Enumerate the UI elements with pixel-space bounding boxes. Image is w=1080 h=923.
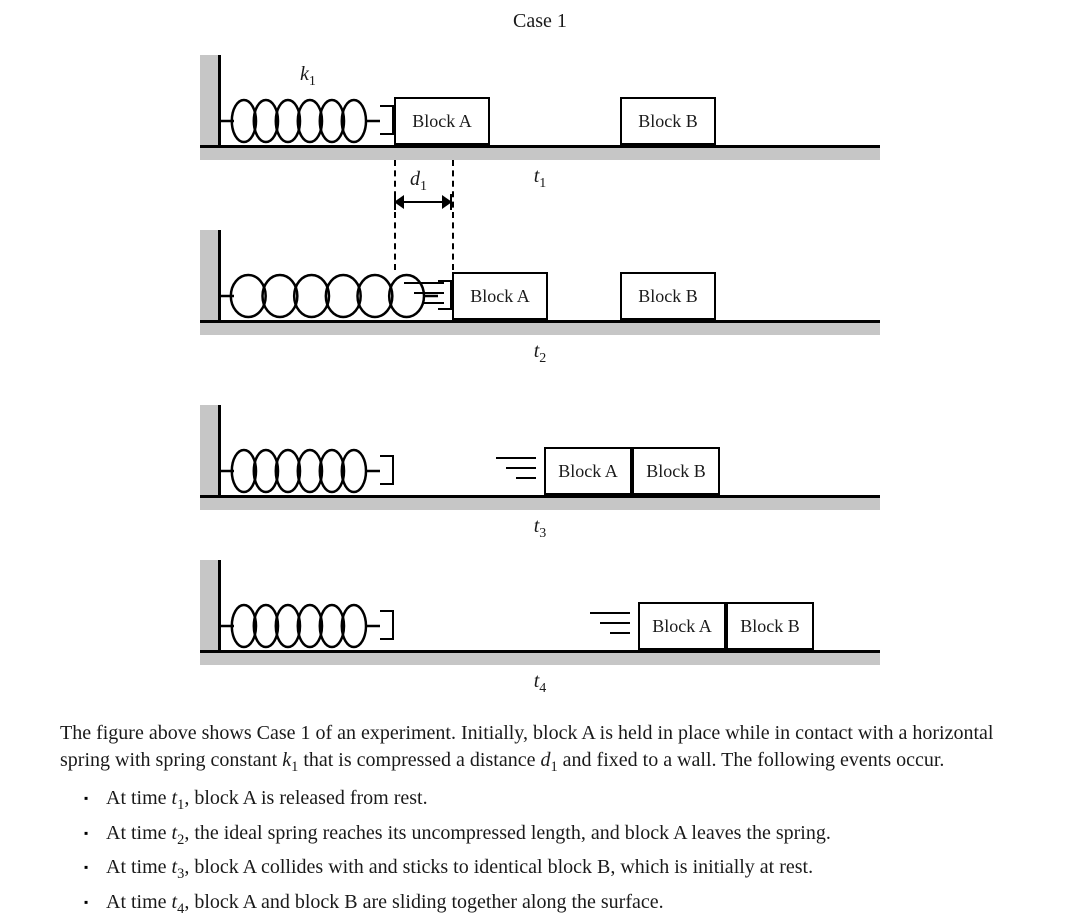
event-item-2: At time t2, the ideal spring reaches its… [84,820,1020,850]
frame-t1: Block A Block B k1 t1 [200,45,880,195]
block-A: Block A [544,447,632,495]
block-A: Block A [638,602,726,650]
figure-case-1: Case 1 Block ABlock Bk1t1Block ABlock Bd… [200,0,880,700]
figure-title: Case 1 [200,10,880,33]
motion-lines-icon [404,282,444,310]
spring [220,447,380,495]
compression-distance-label: d1 [410,168,427,195]
time-label-t4: t4 [200,670,880,697]
frame-t3: Block ABlock B t3 [200,395,880,545]
ground-shade [200,653,880,665]
event-item-3: At time t3, block A collides with and st… [84,854,1020,884]
ground-shade [200,148,880,160]
spring [220,97,380,145]
event-item-1: At time t1, block A is released from res… [84,785,1020,815]
ground-shade [200,498,880,510]
dim-dash-right [452,160,454,270]
frame-t2: Block ABlock Bd1t2 [200,220,880,370]
event-list: At time t1, block A is released from res… [84,785,1020,919]
spring [220,602,380,650]
spring-hook [380,105,394,135]
wall [200,560,221,650]
block-B: Block B [632,447,720,495]
motion-lines-icon [590,612,630,640]
problem-text: The figure above shows Case 1 of an expe… [60,720,1020,923]
block-B: Block B [620,97,716,145]
time-label-t2: t2 [200,340,880,367]
wall [200,55,221,145]
dim-arrow [394,192,452,212]
block-B: Block B [620,272,716,320]
event-item-4: At time t4, block A and block B are slid… [84,889,1020,919]
block-A: Block A [394,97,490,145]
block-B: Block B [726,602,814,650]
motion-lines-icon [496,457,536,485]
time-label-t1: t1 [200,165,880,192]
intro-paragraph: The figure above shows Case 1 of an expe… [60,720,1020,777]
ground-shade [200,323,880,335]
frame-t4: Block ABlock B t4 [200,550,880,700]
dim-dash-left [394,160,396,270]
wall [200,405,221,495]
time-label-t3: t3 [200,515,880,542]
spring-hook [380,455,394,485]
spring-hook [380,610,394,640]
wall [200,230,221,320]
block-A: Block A [452,272,548,320]
spring-constant-label: k1 [300,63,316,90]
